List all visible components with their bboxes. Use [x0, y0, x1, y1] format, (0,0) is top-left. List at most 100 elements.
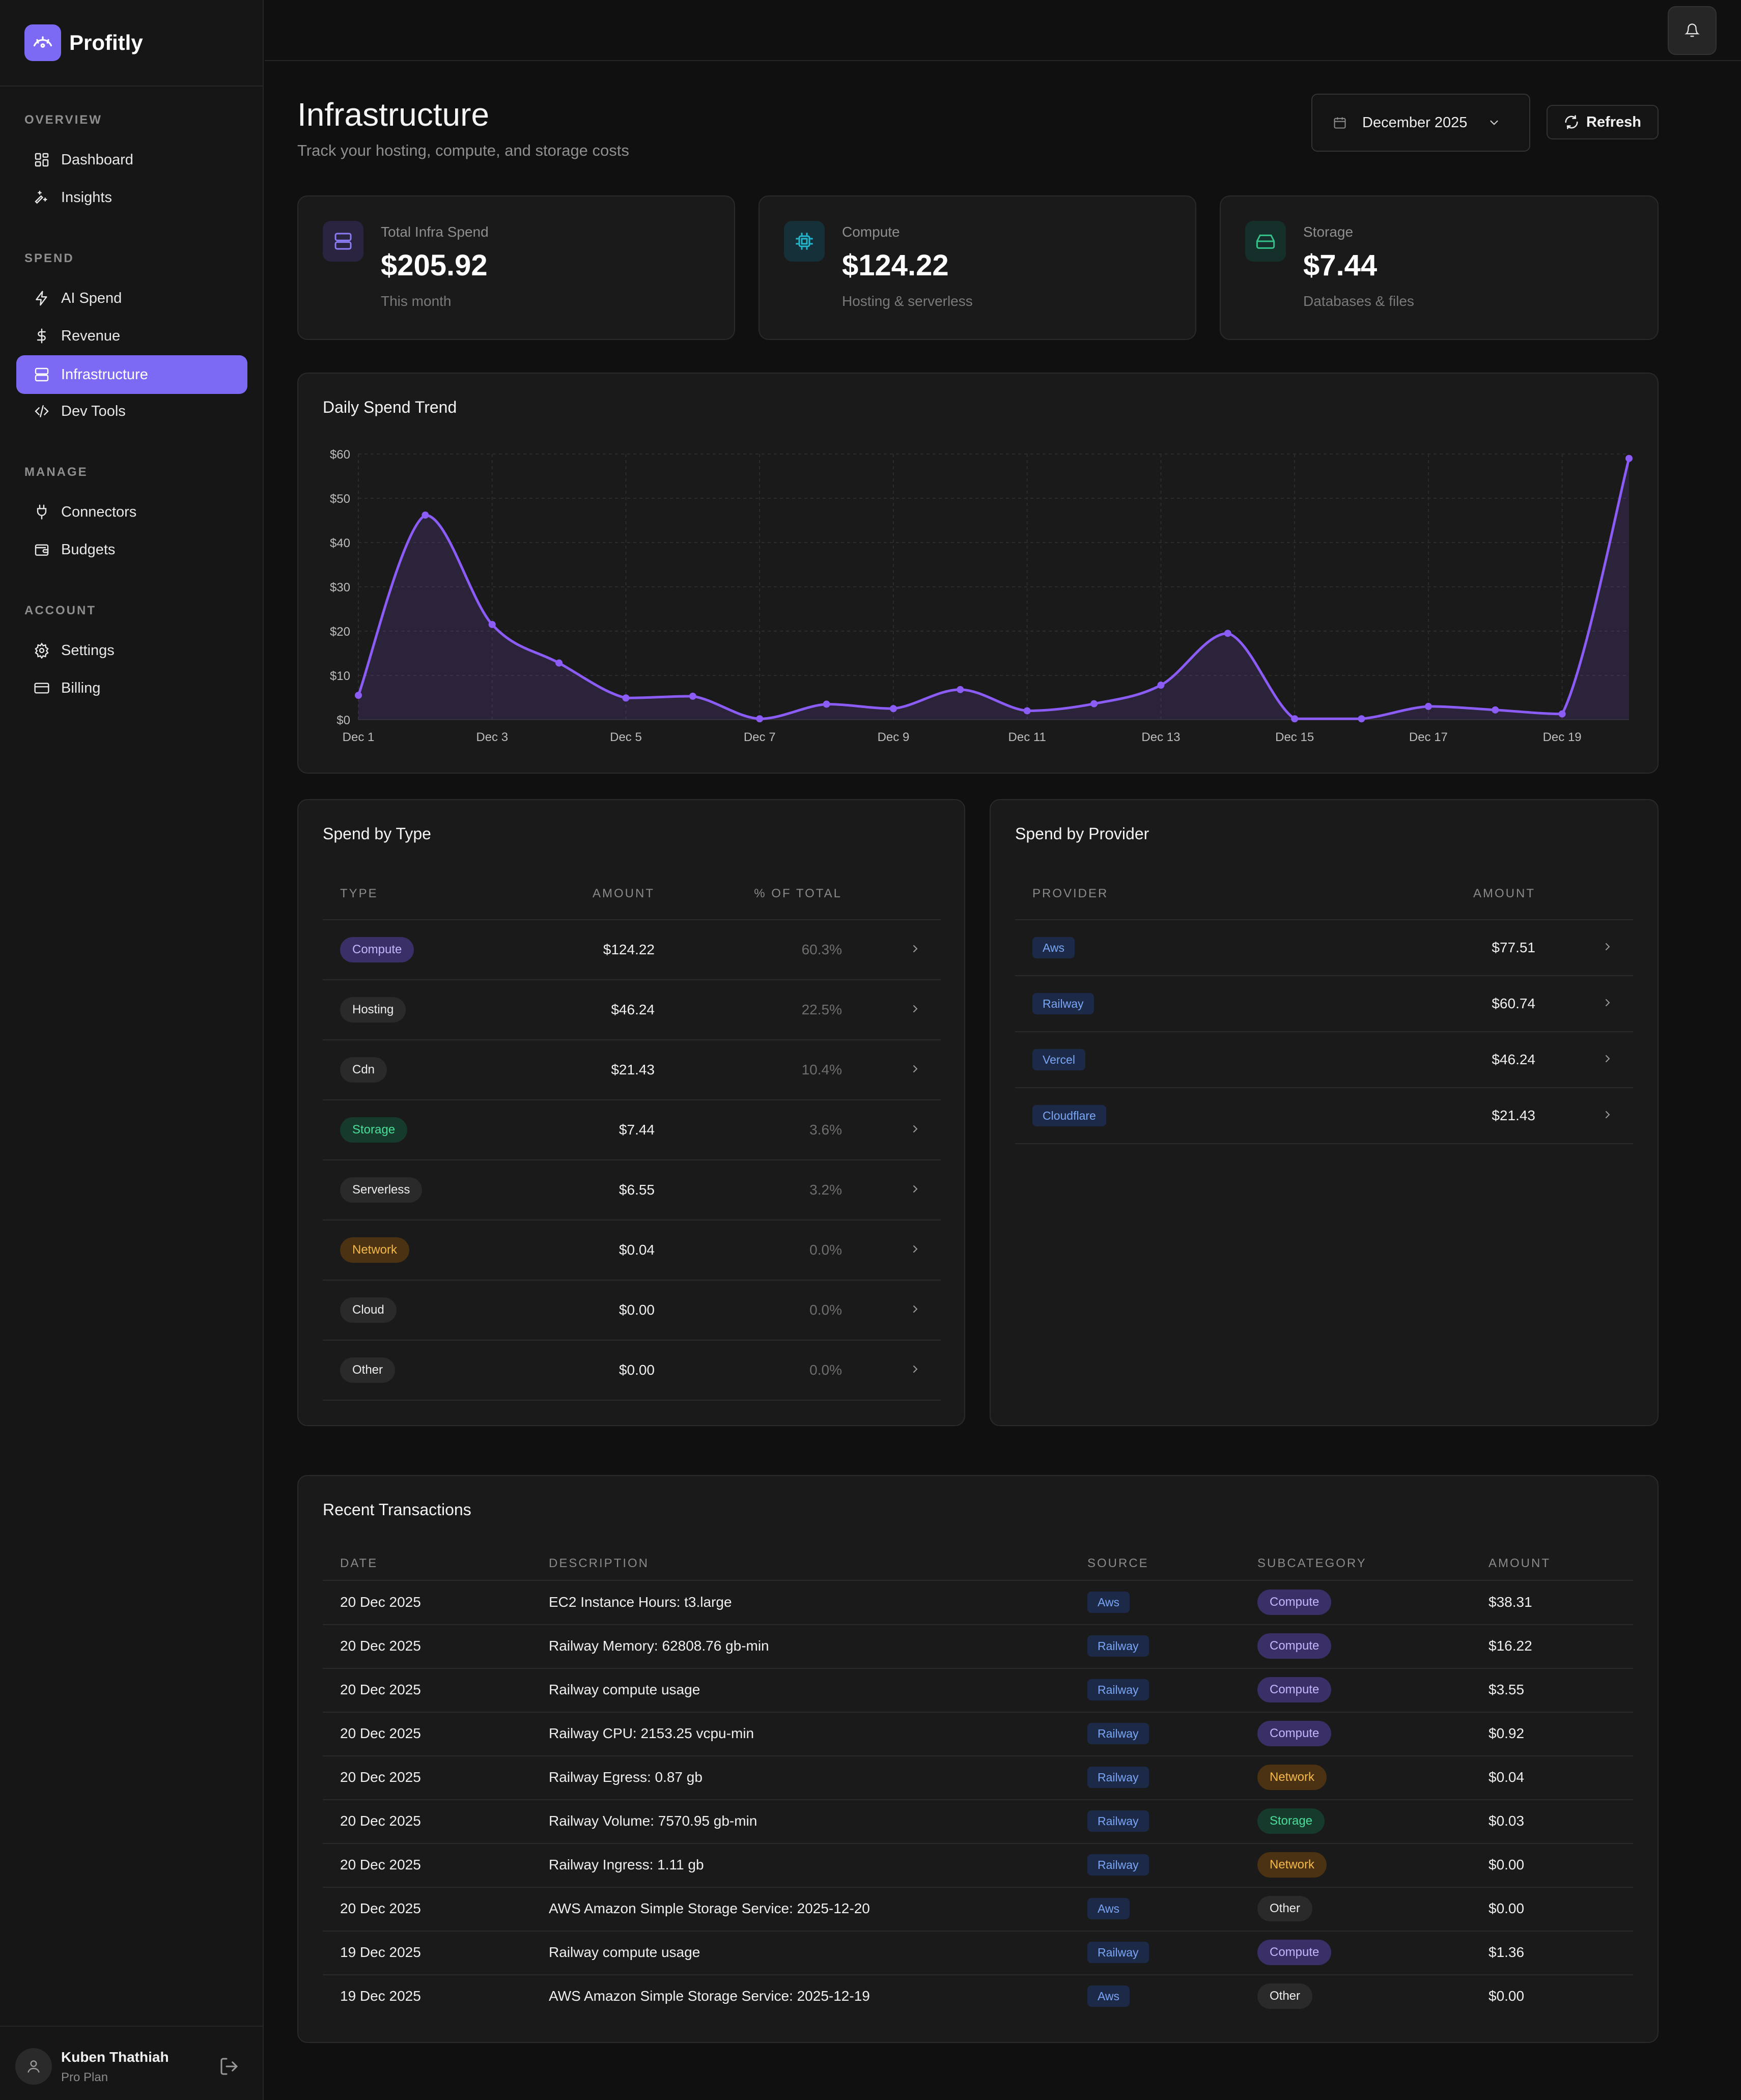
table-row[interactable]: [323, 1931, 1633, 1975]
sidebar-item-insights[interactable]: Insights: [16, 178, 247, 217]
x-tick-label: Dec 13: [1141, 730, 1180, 744]
stat-subtext: This month: [381, 293, 452, 309]
recent-transactions-card: Recent Transactions DATE DESCRIPTION SOU…: [297, 1475, 1659, 2043]
sidebar-item-connectors[interactable]: Connectors: [16, 493, 247, 531]
sidebar-item-billing[interactable]: Billing: [16, 669, 247, 707]
data-point: [555, 659, 563, 667]
type-badge: Cloud: [340, 1297, 397, 1323]
chevron-right-icon[interactable]: [909, 1183, 921, 1195]
chevron-right-icon[interactable]: [1602, 1053, 1614, 1065]
x-tick-label: Dec 11: [1008, 730, 1046, 744]
header-divider: [323, 1580, 1633, 1581]
logout-icon[interactable]: [219, 2056, 239, 2077]
app-name: Profitly: [69, 31, 143, 54]
chevron-right-icon[interactable]: [909, 1003, 921, 1015]
refresh-icon: [1564, 115, 1579, 130]
type-badge: Other: [340, 1357, 396, 1383]
data-point: [422, 512, 429, 519]
row-divider: [323, 1624, 1633, 1625]
x-tick-label: Dec 9: [878, 730, 910, 744]
sparkles-icon: [33, 188, 51, 207]
sidebar-item-label: Dev Tools: [61, 403, 126, 419]
notifications-button[interactable]: [1668, 6, 1717, 55]
app-logo[interactable]: Profitly: [24, 24, 143, 61]
data-point: [1358, 715, 1365, 723]
chevron-right-icon[interactable]: [1602, 1109, 1614, 1121]
sidebar-item-settings[interactable]: Settings: [16, 631, 247, 670]
avatar[interactable]: [15, 2048, 52, 2085]
amount-cell: $46.24: [1492, 1052, 1535, 1067]
chevron-right-icon[interactable]: [909, 1063, 921, 1075]
type-badge: Storage: [340, 1117, 408, 1143]
table-row[interactable]: [323, 1712, 1633, 1756]
chevron-right-icon[interactable]: [909, 1303, 921, 1315]
table-row[interactable]: [1015, 1088, 1633, 1144]
sidebar-item-label: Dashboard: [61, 151, 133, 168]
cpu-icon: [784, 221, 825, 262]
table-row[interactable]: [323, 1843, 1633, 1887]
table-row[interactable]: [323, 1668, 1633, 1712]
month-selector[interactable]: December 2025: [1311, 94, 1530, 152]
chevron-down-icon: [1487, 116, 1501, 129]
sidebar-item-infrastructure[interactable]: Infrastructure: [16, 355, 247, 394]
refresh-button[interactable]: Refresh: [1547, 105, 1659, 139]
logo-icon: [24, 24, 61, 61]
table-row[interactable]: [1015, 920, 1633, 976]
table-row[interactable]: [323, 1800, 1633, 1843]
date-cell: 20 Dec 2025: [340, 1594, 421, 1610]
sidebar-item-label: Billing: [61, 679, 101, 696]
sidebar-item-dashboard[interactable]: Dashboard: [16, 140, 247, 179]
sidebar-item-budgets[interactable]: Budgets: [16, 530, 247, 569]
table-row[interactable]: [323, 1625, 1633, 1668]
subcategory-badge: Network: [1257, 1765, 1327, 1790]
sidebar-item-revenue[interactable]: Revenue: [16, 317, 247, 355]
date-cell: 20 Dec 2025: [340, 1725, 421, 1741]
table-row[interactable]: [323, 1887, 1633, 1931]
subcategory-badge: Other: [1257, 1983, 1313, 2009]
data-point: [1157, 682, 1165, 689]
amount-cell: $16.22: [1489, 1638, 1532, 1654]
description-cell: Railway Ingress: 1.11 gb: [549, 1857, 704, 1872]
chevron-right-icon[interactable]: [909, 943, 921, 955]
stat-card-total: Total Infra Spend $205.92 This month: [297, 195, 735, 340]
description-cell: Railway CPU: 2153.25 vcpu-min: [549, 1725, 754, 1741]
date-cell: 19 Dec 2025: [340, 1988, 421, 2004]
subcategory-badge: Compute: [1257, 1940, 1332, 1965]
provider-badge: Aws: [1032, 937, 1075, 958]
table-row[interactable]: [323, 1756, 1633, 1800]
spend-by-provider-title: Spend by Provider: [1015, 825, 1149, 843]
sidebar-item-dev-tools[interactable]: Dev Tools: [16, 392, 247, 431]
row-divider: [323, 1712, 1633, 1713]
stat-value: $205.92: [381, 249, 488, 282]
table-row[interactable]: [323, 1975, 1633, 2019]
chevron-right-icon[interactable]: [909, 1123, 921, 1135]
x-tick-label: Dec 3: [476, 730, 508, 744]
col-header-provider: PROVIDER: [1032, 887, 1109, 900]
table-row[interactable]: [323, 1581, 1633, 1625]
type-badge: Cdn: [340, 1057, 387, 1083]
chevron-right-icon[interactable]: [1602, 997, 1614, 1009]
subcategory-badge: Network: [1257, 1852, 1327, 1878]
data-point: [889, 705, 897, 713]
data-point: [957, 686, 964, 693]
spend-by-type-title: Spend by Type: [323, 825, 431, 843]
x-tick-label: Dec 19: [1543, 730, 1582, 744]
table-row[interactable]: [1015, 976, 1633, 1032]
data-point: [1625, 455, 1633, 462]
amount-cell: $0.04: [619, 1242, 655, 1258]
chevron-right-icon[interactable]: [1602, 941, 1614, 953]
table-row[interactable]: [1015, 1032, 1633, 1088]
description-cell: Railway Memory: 62808.76 gb-min: [549, 1638, 769, 1654]
chevron-right-icon[interactable]: [909, 1243, 921, 1255]
row-divider: [323, 1280, 941, 1281]
sidebar-item-label: Revenue: [61, 327, 121, 344]
sidebar-item-ai-spend[interactable]: AI Spend: [16, 279, 247, 318]
row-divider: [323, 1799, 1633, 1800]
plug-icon: [33, 503, 51, 521]
percent-cell: 3.6%: [809, 1122, 842, 1138]
stat-label: Storage: [1303, 224, 1354, 240]
chevron-right-icon[interactable]: [909, 1363, 921, 1375]
user-name: Kuben Thathiah: [61, 2049, 169, 2065]
transactions-title: Recent Transactions: [323, 1500, 471, 1519]
y-tick-label: $40: [330, 536, 350, 550]
